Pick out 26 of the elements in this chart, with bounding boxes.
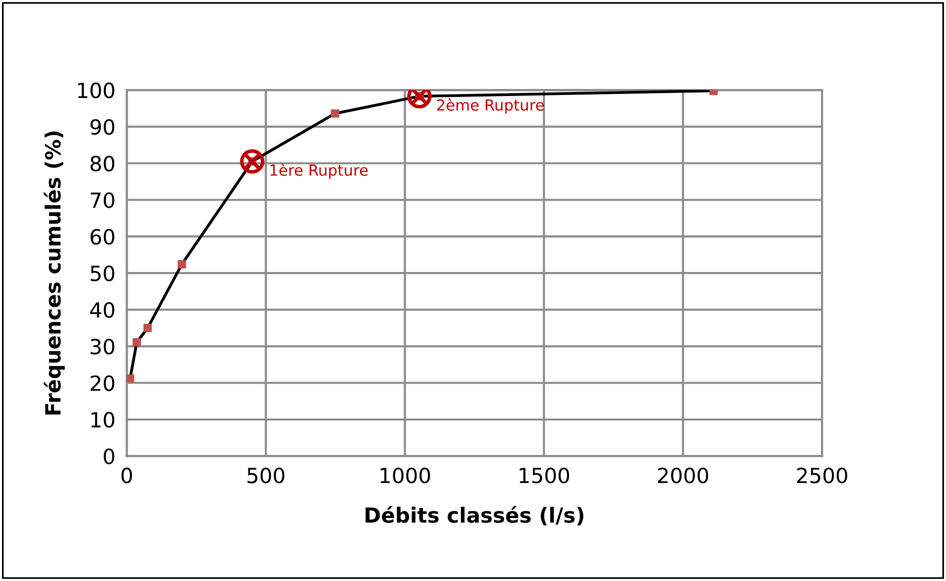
y-tick-label: 70 — [90, 192, 114, 208]
point — [143, 324, 152, 332]
x-tick-label: 1000 — [380, 468, 430, 484]
y-tick-label: 20 — [90, 375, 114, 392]
point — [132, 338, 141, 346]
y-tick-label: 90 — [90, 119, 114, 135]
y-tick-label: 0 — [104, 448, 114, 464]
y-tick-label: 30 — [90, 338, 114, 354]
x-tick-label: 0 — [122, 468, 132, 484]
y-tick-label: 40 — [90, 302, 114, 318]
y-tick-label: 100 — [78, 82, 114, 98]
x-tick-label: 1500 — [520, 468, 570, 484]
x-axis-title: Débits classés (l/s) — [366, 506, 584, 526]
y-tick-label: 50 — [90, 266, 114, 282]
annotation: 1ère Rupture — [270, 163, 368, 179]
x-tick-label: 2500 — [797, 468, 848, 484]
x-tick-label: 500 — [248, 468, 284, 484]
y-tick-label: 10 — [91, 412, 114, 428]
point — [330, 109, 340, 118]
y-tick-label: 60 — [90, 228, 114, 245]
y-axis-title: Fréquences cumulés (%) — [44, 132, 65, 415]
point — [126, 374, 134, 383]
annotation: 2ème Rupture — [437, 98, 544, 114]
x-tick-label: 2000 — [658, 468, 708, 484]
point — [178, 260, 186, 268]
y-tick-label: 80 — [90, 156, 114, 172]
